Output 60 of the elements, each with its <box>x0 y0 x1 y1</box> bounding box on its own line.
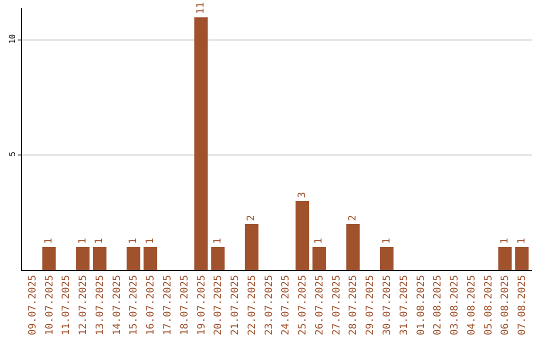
x-tick-label: 22.07.2025 <box>246 275 258 336</box>
data-label: 1 <box>77 238 88 244</box>
bar <box>144 247 158 270</box>
x-tick-label: 05.08.2025 <box>483 275 494 336</box>
bar <box>515 247 529 270</box>
x-tick-label: 26.07.2025 <box>314 275 326 336</box>
data-label: 11 <box>196 2 207 14</box>
x-tick-label: 25.07.2025 <box>298 275 309 336</box>
x-tick-label: 17.07.2025 <box>162 275 174 336</box>
bar <box>244 224 258 270</box>
bar <box>312 247 326 270</box>
bar <box>211 247 225 270</box>
x-tick-label: 18.07.2025 <box>179 275 190 336</box>
x-tick-label: 01.08.2025 <box>416 275 427 336</box>
y-tick-label: 10 <box>8 34 17 44</box>
x-tick-label: 20.07.2025 <box>213 275 224 336</box>
x-tick-label: 24.07.2025 <box>280 275 292 336</box>
data-label: 3 <box>296 192 308 198</box>
x-tick-label: 06.08.2025 <box>500 275 512 336</box>
x-tick-label: 19.07.2025 <box>196 275 208 336</box>
x-tick-label: 03.08.2025 <box>450 275 461 336</box>
data-label: 1 <box>212 238 224 244</box>
data-label: 1 <box>314 238 325 244</box>
data-label: 1 <box>516 238 528 244</box>
data-label: 2 <box>246 215 258 222</box>
x-tick-label: 04.08.2025 <box>466 275 478 336</box>
x-tick-label: 16.07.2025 <box>146 275 157 336</box>
bar <box>346 224 360 270</box>
x-tick-label: 12.07.2025 <box>78 275 90 336</box>
x-tick-label: 14.07.2025 <box>112 275 123 336</box>
data-label: 2 <box>347 215 358 222</box>
bar <box>76 247 90 270</box>
x-tick-label: 23.07.2025 <box>264 275 275 336</box>
bar <box>126 247 140 270</box>
data-label: 1 <box>499 238 510 244</box>
bar <box>92 247 106 270</box>
x-tick-label: 10.07.2025 <box>44 275 56 336</box>
y-tick-label: 5 <box>8 151 17 156</box>
bar <box>498 247 512 270</box>
bar <box>380 247 394 270</box>
data-label: 1 <box>128 238 139 244</box>
x-tick-label: 09.07.2025 <box>27 275 38 336</box>
x-tick-label: 29.07.2025 <box>365 275 376 336</box>
x-tick-label: 13.07.2025 <box>94 275 106 336</box>
data-label: 1 <box>381 238 392 244</box>
x-tick-label: 02.08.2025 <box>432 275 444 336</box>
x-tick-label: 11.07.2025 <box>61 275 72 336</box>
bar <box>42 247 56 270</box>
x-tick-label: 31.07.2025 <box>398 275 410 336</box>
x-tick-label: 27.07.2025 <box>331 275 342 336</box>
x-tick-label: 30.07.2025 <box>382 275 394 336</box>
bar <box>296 201 310 270</box>
x-tick-label: 07.08.2025 <box>517 275 528 336</box>
data-label: 1 <box>144 238 156 244</box>
x-tick-label: 21.07.2025 <box>230 275 242 336</box>
x-tick-label: 15.07.2025 <box>128 275 140 336</box>
data-label: 1 <box>94 238 106 244</box>
data-label: 1 <box>44 238 55 244</box>
bar <box>194 17 208 270</box>
x-tick-label: 28.07.2025 <box>348 275 360 336</box>
